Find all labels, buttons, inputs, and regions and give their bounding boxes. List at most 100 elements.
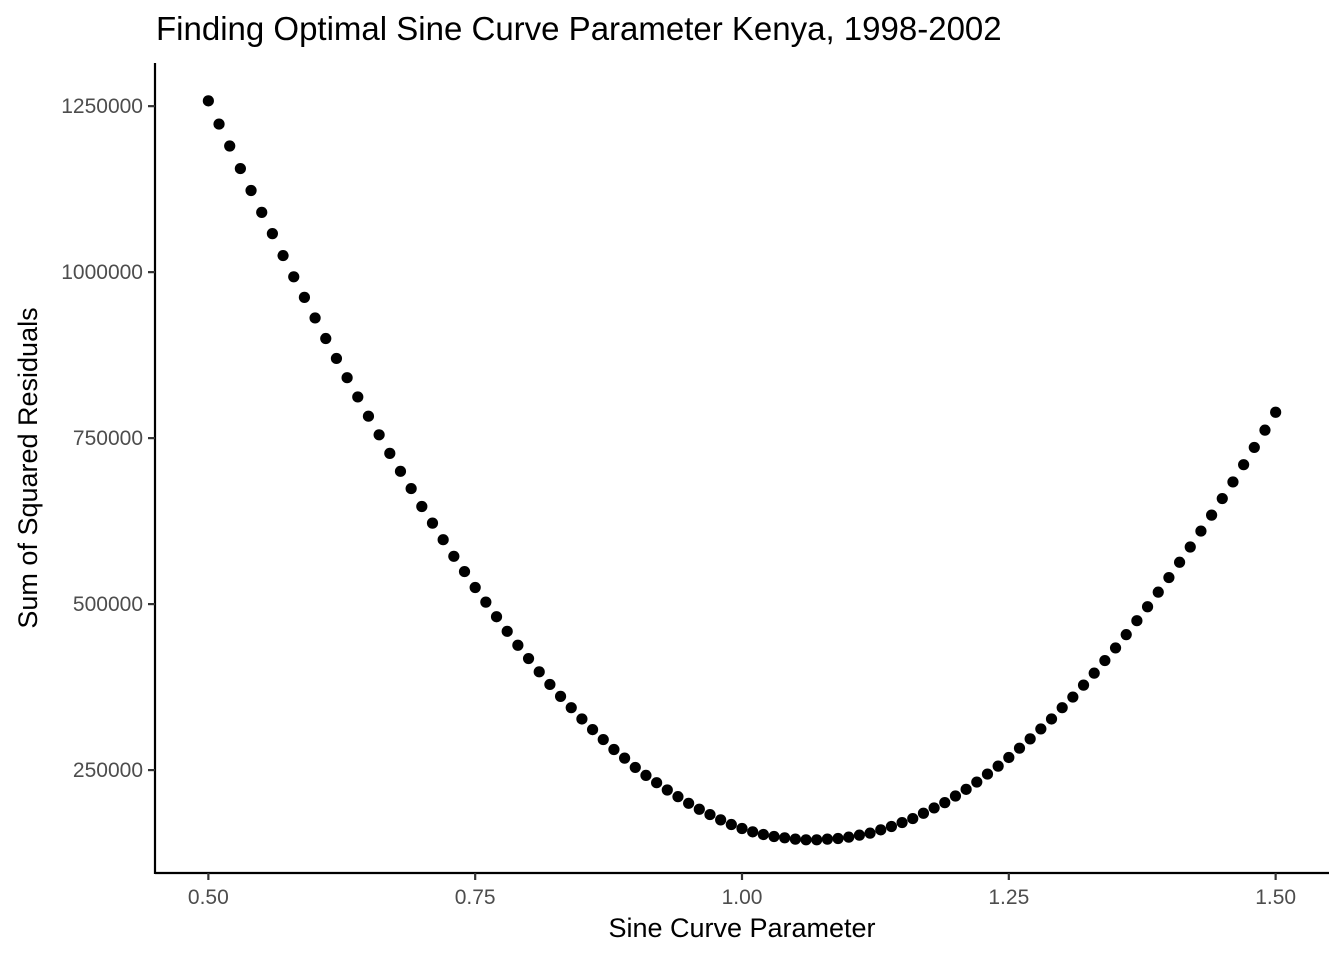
data-point (939, 797, 951, 809)
data-point (928, 802, 940, 814)
data-point (1120, 629, 1132, 641)
x-axis-title: Sine Curve Parameter (608, 913, 875, 943)
data-point (971, 776, 983, 788)
data-point (245, 184, 257, 197)
data-point (256, 206, 268, 218)
data-point (437, 534, 449, 546)
data-point (1013, 742, 1026, 754)
y-tick-label: 750000 (73, 427, 143, 450)
data-point (501, 625, 513, 637)
y-tick-label: 1250000 (61, 95, 143, 118)
data-point (373, 429, 385, 441)
data-point (1056, 702, 1068, 714)
data-point (768, 830, 780, 843)
data-point (1173, 556, 1186, 568)
x-tick-label: 0.50 (188, 886, 229, 909)
data-point (640, 769, 652, 782)
data-point (1141, 601, 1154, 613)
data-point (1035, 723, 1047, 735)
data-point (672, 791, 684, 803)
data-point (480, 596, 492, 608)
data-point (960, 783, 972, 795)
data-point (1163, 571, 1175, 584)
data-point (277, 249, 289, 262)
data-point (416, 500, 428, 513)
data-point (1099, 654, 1111, 667)
data-point (1024, 733, 1036, 745)
data-point (1067, 691, 1079, 703)
data-point (736, 822, 748, 835)
data-point (789, 833, 801, 845)
data-point (1227, 476, 1239, 488)
data-point (853, 829, 866, 841)
data-point (565, 702, 577, 714)
data-point (949, 790, 962, 802)
data-point (907, 812, 919, 825)
data-point (576, 713, 588, 725)
data-point (362, 410, 375, 422)
data-point (341, 372, 353, 384)
data-point (1238, 459, 1250, 471)
data-point (586, 723, 599, 736)
data-point (469, 581, 481, 594)
data-points (202, 95, 1282, 846)
data-point (320, 332, 332, 345)
data-point (683, 797, 695, 809)
data-point (1109, 642, 1122, 654)
data-point (384, 447, 396, 459)
data-point (330, 352, 343, 365)
data-point (1088, 667, 1100, 679)
data-point (917, 807, 930, 819)
data-point (661, 784, 673, 796)
data-point (608, 743, 620, 756)
data-point (1045, 713, 1058, 725)
data-point (298, 291, 311, 303)
y-tick-label: 500000 (73, 593, 143, 616)
data-point (747, 826, 759, 838)
data-point (522, 652, 535, 665)
data-point (1248, 441, 1260, 454)
data-point (1152, 586, 1164, 598)
x-tick-label: 1.25 (988, 886, 1029, 909)
data-point (832, 832, 844, 845)
data-point (651, 777, 663, 789)
data-point (554, 690, 567, 702)
data-point (394, 465, 407, 477)
data-point (224, 140, 236, 152)
data-point (629, 761, 641, 774)
y-axis-ticks: 250000 500000 750000 1000000 1250000 (61, 95, 155, 782)
data-point (704, 808, 716, 821)
data-point (811, 834, 823, 846)
chart-title: Finding Optimal Sine Curve Parameter Ken… (156, 10, 1002, 47)
x-axis-ticks: 0.50 0.75 1.00 1.25 1.50 (188, 873, 1296, 909)
data-point (458, 565, 471, 578)
data-point (309, 312, 321, 324)
data-point (864, 827, 876, 839)
data-point (992, 760, 1004, 772)
data-point (1270, 406, 1282, 418)
data-point (1216, 492, 1228, 505)
data-point (693, 803, 705, 815)
data-point (544, 678, 556, 691)
data-point (757, 828, 769, 841)
data-point (725, 818, 737, 831)
data-point (266, 228, 278, 240)
data-point (981, 768, 994, 780)
data-point (896, 816, 908, 829)
data-point (288, 271, 300, 283)
y-tick-label: 1000000 (61, 261, 143, 284)
data-point (213, 118, 225, 130)
data-point (352, 391, 364, 403)
data-point (1195, 525, 1207, 537)
data-point (448, 550, 460, 562)
data-point (405, 482, 417, 495)
data-point (715, 814, 727, 826)
x-tick-label: 0.75 (455, 886, 496, 909)
data-point (1259, 424, 1271, 436)
data-point (490, 611, 503, 623)
data-point (533, 666, 545, 678)
data-point (597, 733, 609, 746)
data-point (1131, 615, 1143, 627)
data-point (885, 820, 898, 833)
